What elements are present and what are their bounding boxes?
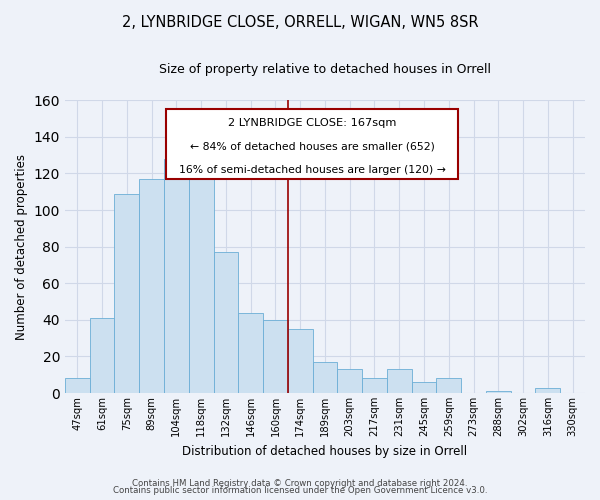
Bar [412, 382, 436, 393]
Title: Size of property relative to detached houses in Orrell: Size of property relative to detached ho… [159, 62, 491, 76]
Text: 2, LYNBRIDGE CLOSE, ORRELL, WIGAN, WN5 8SR: 2, LYNBRIDGE CLOSE, ORRELL, WIGAN, WN5 8… [122, 15, 478, 30]
Bar [214, 252, 238, 393]
FancyBboxPatch shape [166, 109, 458, 180]
Bar [387, 369, 412, 393]
Bar [164, 159, 189, 393]
Bar [337, 369, 362, 393]
Text: 16% of semi-detached houses are larger (120) →: 16% of semi-detached houses are larger (… [179, 164, 445, 174]
Bar [362, 378, 387, 393]
Bar [238, 312, 263, 393]
Bar [139, 179, 164, 393]
Bar [65, 378, 89, 393]
Text: ← 84% of detached houses are smaller (652): ← 84% of detached houses are smaller (65… [190, 142, 434, 152]
Bar [288, 329, 313, 393]
Text: Contains public sector information licensed under the Open Government Licence v3: Contains public sector information licen… [113, 486, 487, 495]
Bar [486, 391, 511, 393]
Bar [535, 388, 560, 393]
X-axis label: Distribution of detached houses by size in Orrell: Distribution of detached houses by size … [182, 444, 467, 458]
Bar [189, 179, 214, 393]
Bar [89, 318, 115, 393]
Bar [313, 362, 337, 393]
Text: Contains HM Land Registry data © Crown copyright and database right 2024.: Contains HM Land Registry data © Crown c… [132, 478, 468, 488]
Bar [263, 320, 288, 393]
Text: 2 LYNBRIDGE CLOSE: 167sqm: 2 LYNBRIDGE CLOSE: 167sqm [228, 118, 396, 128]
Y-axis label: Number of detached properties: Number of detached properties [15, 154, 28, 340]
Bar [115, 194, 139, 393]
Bar [436, 378, 461, 393]
